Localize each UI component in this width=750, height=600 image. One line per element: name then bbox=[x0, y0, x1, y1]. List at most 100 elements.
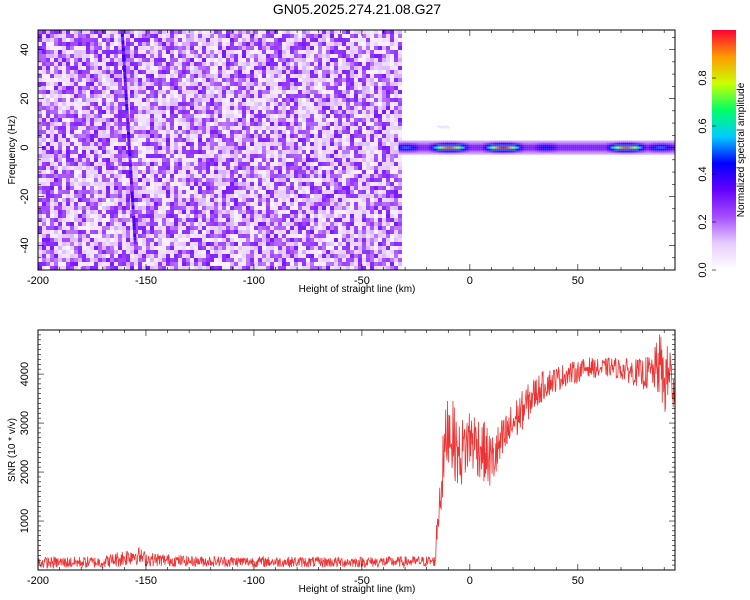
heatmap-cell bbox=[38, 154, 42, 158]
heatmap-cell bbox=[154, 238, 158, 242]
heatmap-cell bbox=[286, 38, 290, 42]
heatmap-cell bbox=[174, 54, 178, 58]
heatmap-cell bbox=[106, 130, 110, 134]
heatmap-cell bbox=[266, 74, 270, 78]
heatmap-cell bbox=[110, 162, 114, 166]
heatmap-cell bbox=[190, 166, 194, 170]
heatmap-cell bbox=[366, 58, 370, 62]
heatmap-cell bbox=[318, 166, 322, 170]
heatmap-cell bbox=[90, 70, 94, 74]
heatmap-cell bbox=[242, 94, 246, 98]
heatmap-cell bbox=[102, 178, 106, 182]
heatmap-cell bbox=[226, 190, 230, 194]
heatmap-cell bbox=[158, 38, 162, 42]
heatmap-cell bbox=[230, 230, 234, 234]
heatmap-cell bbox=[278, 30, 282, 34]
heatmap-cell bbox=[294, 114, 298, 118]
heatmap-cell bbox=[94, 138, 98, 142]
heatmap-cell bbox=[54, 30, 58, 34]
heatmap-cell bbox=[166, 94, 170, 98]
heatmap-cell bbox=[106, 126, 110, 130]
heatmap-cell bbox=[134, 102, 138, 106]
heatmap-cell bbox=[106, 186, 110, 190]
heatmap-cell bbox=[278, 90, 282, 94]
heatmap-cell bbox=[106, 102, 110, 106]
heatmap-cell bbox=[354, 122, 358, 126]
heatmap-cell bbox=[50, 190, 54, 194]
heatmap-cell bbox=[274, 54, 278, 58]
heatmap-cell bbox=[362, 218, 366, 222]
heatmap-cell bbox=[106, 86, 110, 90]
heatmap-cell bbox=[330, 246, 334, 250]
heatmap-cell bbox=[278, 46, 282, 50]
heatmap-cell bbox=[270, 90, 274, 94]
heatmap-cell bbox=[354, 86, 358, 90]
heatmap-cell bbox=[230, 262, 234, 266]
heatmap-cell bbox=[278, 126, 282, 130]
heatmap-cell bbox=[194, 62, 198, 66]
heatmap-cell bbox=[246, 98, 250, 102]
heatmap-cell bbox=[250, 122, 254, 126]
heatmap-cell bbox=[362, 146, 366, 150]
heatmap-cell bbox=[118, 134, 122, 138]
heatmap-cell bbox=[174, 254, 178, 258]
heatmap-cell bbox=[234, 134, 238, 138]
heatmap-cell bbox=[214, 182, 218, 186]
heatmap-cell bbox=[278, 146, 282, 150]
heatmap-cell bbox=[334, 66, 338, 70]
heatmap-cell bbox=[162, 74, 166, 78]
heatmap-cell bbox=[206, 194, 210, 198]
heatmap-cell bbox=[50, 198, 54, 202]
heatmap-cell bbox=[74, 110, 78, 114]
heatmap-cell bbox=[130, 50, 134, 54]
heatmap-cell bbox=[266, 194, 270, 198]
heatmap-cell bbox=[194, 226, 198, 230]
heatmap-cell bbox=[298, 182, 302, 186]
heatmap-cell bbox=[246, 214, 250, 218]
heatmap-cell bbox=[346, 194, 350, 198]
heatmap-cell bbox=[322, 94, 326, 98]
heatmap-cell bbox=[258, 254, 262, 258]
heatmap-cell bbox=[158, 90, 162, 94]
heatmap-cell bbox=[218, 146, 222, 150]
heatmap-cell bbox=[202, 58, 206, 62]
heatmap-cell bbox=[194, 234, 198, 238]
heatmap-cell bbox=[290, 110, 294, 114]
heatmap-cell bbox=[178, 218, 182, 222]
heatmap-cell bbox=[122, 178, 126, 182]
heatmap-cell bbox=[294, 58, 298, 62]
heatmap-cell bbox=[366, 198, 370, 202]
heatmap-cell bbox=[338, 42, 342, 46]
heatmap-cell bbox=[130, 98, 134, 102]
heatmap-cell bbox=[98, 146, 102, 150]
heatmap-cell bbox=[102, 258, 106, 262]
heatmap-cell bbox=[174, 214, 178, 218]
heatmap-cell bbox=[46, 134, 50, 138]
heatmap-cell bbox=[66, 66, 70, 70]
heatmap-cell bbox=[162, 110, 166, 114]
heatmap-cell bbox=[186, 102, 190, 106]
heatmap-cell bbox=[182, 154, 186, 158]
heatmap-cell bbox=[154, 38, 158, 42]
heatmap-cell bbox=[186, 74, 190, 78]
heatmap-cell bbox=[166, 238, 170, 242]
heatmap-cell bbox=[130, 90, 134, 94]
heatmap-cell bbox=[174, 90, 178, 94]
heatmap-cell bbox=[134, 50, 138, 54]
heatmap-cell bbox=[186, 130, 190, 134]
heatmap-cell bbox=[234, 262, 238, 266]
heatmap-cell bbox=[42, 126, 46, 130]
heatmap-cell bbox=[42, 226, 46, 230]
heatmap-cell bbox=[294, 106, 298, 110]
heatmap-cell bbox=[290, 150, 294, 154]
heatmap-cell bbox=[254, 150, 258, 154]
heatmap-cell bbox=[262, 110, 266, 114]
heatmap-cell bbox=[62, 82, 66, 86]
heatmap-cell bbox=[122, 214, 126, 218]
heatmap-cell bbox=[322, 230, 326, 234]
heatmap-cell bbox=[162, 118, 166, 122]
heatmap-cell bbox=[78, 214, 82, 218]
heatmap-cell bbox=[126, 218, 130, 222]
heatmap-cell bbox=[302, 42, 306, 46]
heatmap-cell bbox=[102, 134, 106, 138]
